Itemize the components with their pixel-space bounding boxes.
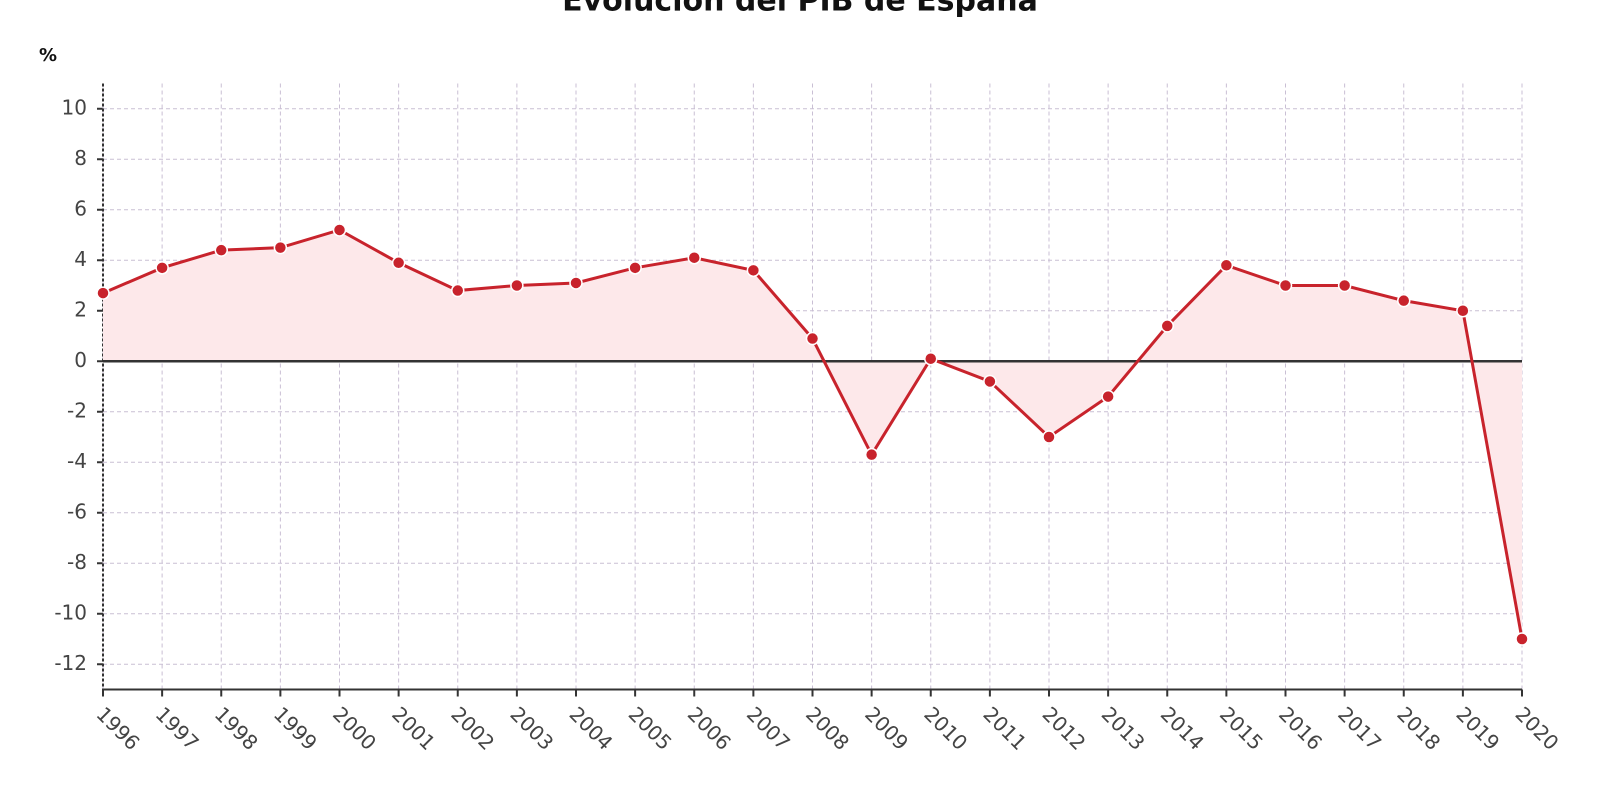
point [214, 243, 228, 257]
point [451, 283, 465, 298]
point [805, 331, 820, 346]
point [1456, 304, 1470, 318]
point [746, 263, 761, 278]
point [1337, 278, 1352, 293]
x-tick-label: 2012 [1038, 702, 1091, 755]
y-tick-label: -4 [67, 449, 87, 473]
point [1397, 293, 1411, 308]
y-tick-label: -2 [67, 398, 87, 422]
point [1515, 632, 1529, 646]
y-tick-label: 10 [62, 95, 87, 119]
y-tick-label: 8 [74, 146, 87, 170]
x-tick-label: 2010 [919, 702, 972, 755]
y-tick-label: 0 [74, 348, 87, 372]
x-tick-label: 2002 [446, 702, 499, 755]
x-tick-label: 1996 [92, 702, 145, 755]
x-tick-label: 2020 [1511, 702, 1564, 755]
x-tick-label: 2003 [505, 702, 558, 755]
point [1160, 319, 1174, 333]
x-tick-label: 2018 [1392, 702, 1445, 755]
x-tick-label: 2014 [1156, 702, 1209, 755]
x-tick-label: 2000 [328, 702, 381, 755]
x-tick-label: 1998 [210, 702, 263, 755]
y-tick-label: 6 [74, 196, 87, 220]
x-tick-label: 2011 [978, 702, 1031, 755]
point [1101, 389, 1115, 404]
point [924, 351, 938, 366]
point [155, 261, 169, 275]
y-tick-label: 2 [74, 297, 87, 321]
x-tick-label: 2005 [624, 702, 677, 755]
x-tick-label: 2015 [1215, 702, 1268, 755]
point [332, 223, 347, 237]
y-tick-label: -10 [54, 600, 87, 624]
x-tick-label: 2009 [860, 702, 913, 755]
x-tick-label: 1997 [151, 702, 204, 755]
point [1219, 258, 1234, 273]
point [983, 374, 997, 389]
x-tick-label: 2019 [1451, 702, 1504, 755]
x-tick-label: 2013 [1097, 702, 1150, 755]
point [391, 256, 406, 270]
x-tick-label: 2008 [801, 702, 854, 755]
point [864, 447, 879, 462]
x-tick-label: 2007 [742, 702, 795, 755]
chart-title: Evolución del PIB de España [562, 0, 1038, 19]
x-tick-label: 2006 [683, 702, 736, 755]
point [569, 276, 583, 290]
point [1042, 430, 1056, 444]
point [273, 240, 288, 255]
x-tick-label: 2016 [1274, 702, 1327, 755]
y-tick-label: -12 [54, 651, 87, 675]
y-tick-label: 4 [74, 247, 87, 271]
y-tick-label: -8 [67, 550, 87, 574]
x-tick-label: 1999 [269, 702, 322, 755]
x-tick-label: 2004 [565, 702, 618, 755]
y-axis-label: % [39, 45, 57, 66]
point [1278, 278, 1293, 293]
x-tick-label: 2001 [387, 702, 440, 755]
point [96, 286, 110, 300]
x-tick-label: 2017 [1333, 702, 1386, 755]
y-tick-label: -6 [67, 499, 87, 523]
point [687, 250, 701, 265]
point [628, 261, 642, 275]
point [510, 278, 524, 293]
